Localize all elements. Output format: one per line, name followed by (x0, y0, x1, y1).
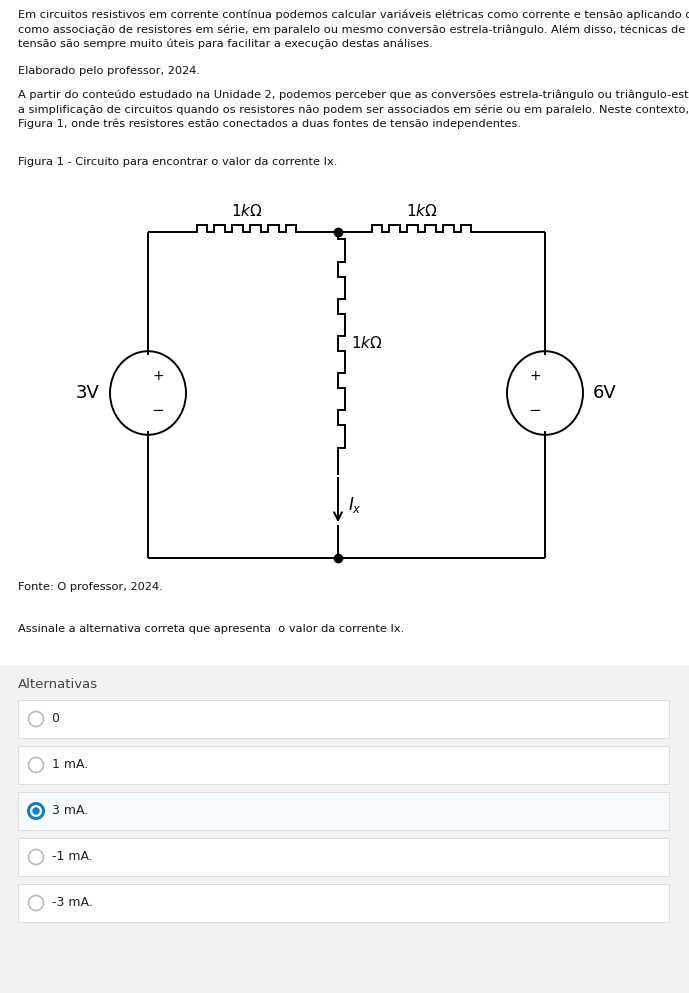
Circle shape (28, 849, 43, 865)
Circle shape (32, 807, 40, 814)
Circle shape (28, 803, 43, 818)
Text: $1k\Omega$: $1k\Omega$ (231, 203, 263, 219)
Circle shape (28, 712, 43, 727)
Text: Alternativas: Alternativas (18, 678, 98, 691)
Text: -3 mA.: -3 mA. (52, 897, 92, 910)
Text: 3 mA.: 3 mA. (52, 804, 88, 817)
Text: Fonte: O professor, 2024.: Fonte: O professor, 2024. (18, 582, 163, 592)
FancyBboxPatch shape (18, 746, 669, 784)
FancyBboxPatch shape (18, 792, 669, 830)
Text: +: + (529, 369, 541, 383)
Text: Figura 1 - Circuito para encontrar o valor da corrente Ix.: Figura 1 - Circuito para encontrar o val… (18, 157, 338, 167)
Text: $I_x$: $I_x$ (348, 495, 362, 515)
Text: 1 mA.: 1 mA. (52, 759, 88, 772)
Text: 0: 0 (52, 713, 59, 726)
FancyBboxPatch shape (18, 884, 669, 922)
FancyBboxPatch shape (18, 700, 669, 738)
Text: 6V: 6V (593, 384, 617, 402)
Text: Assinale a alternativa correta que apresenta  o valor da corrente Ix.: Assinale a alternativa correta que apres… (18, 624, 404, 634)
Text: +: + (152, 369, 164, 383)
Text: A partir do conteúdo estudado na Unidade 2, podemos perceber que as conversões e: A partir do conteúdo estudado na Unidade… (18, 90, 689, 129)
Text: $1k\Omega$: $1k\Omega$ (406, 203, 438, 219)
Text: Elaborado pelo professor, 2024.: Elaborado pelo professor, 2024. (18, 66, 200, 76)
Text: 3V: 3V (76, 384, 100, 402)
Circle shape (28, 758, 43, 773)
Circle shape (28, 896, 43, 911)
Text: −: − (528, 402, 542, 418)
Text: $1k\Omega$: $1k\Omega$ (351, 336, 382, 352)
Text: -1 mA.: -1 mA. (52, 850, 92, 864)
FancyBboxPatch shape (0, 665, 689, 993)
FancyBboxPatch shape (18, 838, 669, 876)
Text: Em circuitos resistivos em corrente contínua podemos calcular variáveis elétrica: Em circuitos resistivos em corrente cont… (18, 10, 689, 49)
Text: −: − (152, 402, 165, 418)
